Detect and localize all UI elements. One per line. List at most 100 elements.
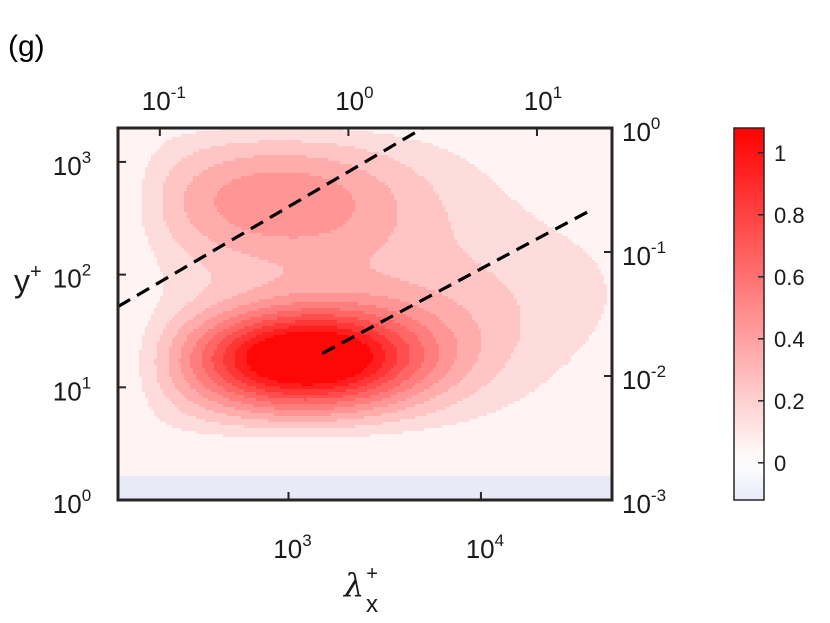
- contour-cell: [301, 194, 304, 197]
- contour-cell: [436, 173, 439, 176]
- contour-cell: [280, 149, 283, 152]
- contour-cell: [556, 179, 559, 182]
- contour-cell: [469, 131, 472, 134]
- contour-cell: [127, 152, 130, 155]
- contour-cell: [199, 191, 202, 194]
- contour-cell: [391, 134, 394, 137]
- contour-cell: [157, 206, 160, 209]
- contour-cell: [142, 218, 145, 221]
- contour-cell: [382, 179, 385, 182]
- contour-cell: [556, 200, 559, 203]
- contour-cell: [382, 152, 385, 155]
- contour-cell: [322, 152, 325, 155]
- contour-cell: [322, 137, 325, 140]
- contour-cell: [463, 131, 466, 134]
- contour-cell: [187, 140, 190, 143]
- contour-cell: [196, 212, 199, 215]
- contour-cell: [505, 137, 508, 140]
- contour-cell: [523, 140, 526, 143]
- contour-cell: [439, 197, 442, 200]
- contour-cell: [508, 200, 511, 203]
- contour-cell: [304, 155, 307, 158]
- contour-cell: [127, 167, 130, 170]
- contour-cell: [220, 194, 223, 197]
- contour-cell: [382, 170, 385, 173]
- contour-cell: [310, 158, 313, 161]
- contour-cell: [451, 200, 454, 203]
- contour-cell: [313, 143, 316, 146]
- contour-cell: [547, 149, 550, 152]
- contour-cell: [241, 131, 244, 134]
- contour-cell: [238, 185, 241, 188]
- contour-cell: [130, 131, 133, 134]
- contour-cell: [322, 212, 325, 215]
- contour-cell: [460, 185, 463, 188]
- contour-cell: [190, 209, 193, 212]
- contour-cell: [328, 188, 331, 191]
- contour-cell: [490, 203, 493, 206]
- contour-cell: [169, 134, 172, 137]
- contour-cell: [361, 170, 364, 173]
- contour-cell: [502, 215, 505, 218]
- contour-cell: [292, 137, 295, 140]
- contour-cell: [412, 155, 415, 158]
- contour-cell: [427, 200, 430, 203]
- contour-cell: [325, 158, 328, 161]
- contour-cell: [517, 215, 520, 218]
- contour-cell: [592, 131, 595, 134]
- contour-cell: [379, 185, 382, 188]
- contour-cell: [541, 140, 544, 143]
- contour-cell: [577, 170, 580, 173]
- contour-cell: [292, 179, 295, 182]
- contour-cell: [268, 143, 271, 146]
- contour-cell: [199, 209, 202, 212]
- contour-cell: [172, 185, 175, 188]
- contour-cell: [394, 185, 397, 188]
- contour-cell: [178, 215, 181, 218]
- contour-cell: [208, 191, 211, 194]
- contour-cell: [607, 140, 610, 143]
- contour-cell: [388, 170, 391, 173]
- contour-cell: [532, 206, 535, 209]
- contour-cell: [502, 131, 505, 134]
- contour-cell: [244, 182, 247, 185]
- contour-cell: [442, 155, 445, 158]
- contour-cell: [358, 131, 361, 134]
- contour-cell: [244, 143, 247, 146]
- contour-cell: [565, 206, 568, 209]
- contour-cell: [226, 152, 229, 155]
- contour-cell: [124, 173, 127, 176]
- contour-cell: [358, 146, 361, 149]
- contour-cell: [496, 140, 499, 143]
- contour-cell: [157, 149, 160, 152]
- contour-cell: [511, 203, 514, 206]
- contour-cell: [370, 176, 373, 179]
- contour-cell: [586, 158, 589, 161]
- contour-cell: [262, 173, 265, 176]
- contour-cell: [496, 188, 499, 191]
- contour-cell: [463, 185, 466, 188]
- contour-cell: [595, 203, 598, 206]
- contour-cell: [166, 209, 169, 212]
- contour-cell: [475, 200, 478, 203]
- contour-cell: [469, 140, 472, 143]
- contour-cell: [532, 194, 535, 197]
- contour-cell: [139, 143, 142, 146]
- contour-cell: [145, 167, 148, 170]
- contour-cell: [541, 134, 544, 137]
- contour-cell: [397, 215, 400, 218]
- contour-cell: [313, 173, 316, 176]
- contour-cell: [439, 155, 442, 158]
- contour-cell: [133, 194, 136, 197]
- contour-cell: [343, 185, 346, 188]
- contour-cell: [307, 176, 310, 179]
- contour-cell: [571, 140, 574, 143]
- contour-cell: [454, 194, 457, 197]
- contour-cell: [451, 179, 454, 182]
- contour-cell: [181, 164, 184, 167]
- contour-cell: [481, 155, 484, 158]
- contour-cell: [235, 206, 238, 209]
- contour-cell: [244, 176, 247, 179]
- contour-cell: [427, 194, 430, 197]
- contour-cell: [526, 203, 529, 206]
